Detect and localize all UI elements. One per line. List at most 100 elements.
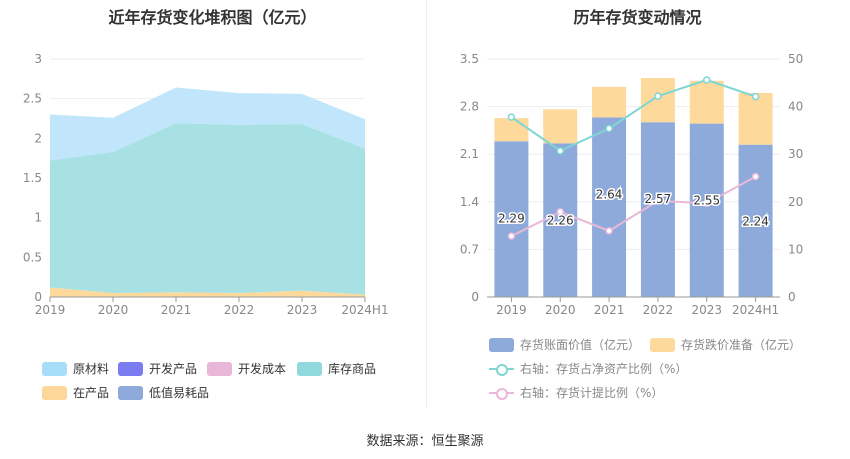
legend-label: 低值易耗品 xyxy=(149,386,210,400)
legend-label: 右轴：存货占净资产比例（%） xyxy=(520,362,688,376)
legend-swatch xyxy=(489,337,514,352)
right-y-right-tick-label: 40 xyxy=(788,100,803,114)
point-provision-ratio xyxy=(654,197,662,205)
area-原材料 xyxy=(50,87,365,161)
point-provision-ratio xyxy=(751,172,760,181)
left-x-tick-label: 2024H1 xyxy=(341,303,388,317)
left-y-tick-label: 3 xyxy=(34,52,42,66)
legend-item-left[interactable]: 开发产品 xyxy=(118,360,197,377)
point-inventory-to-net-assets xyxy=(654,92,662,100)
right-chart-title: 历年存货变动情况 xyxy=(573,8,702,27)
line-inventory-to-net-assets xyxy=(510,78,756,153)
legend-item-left[interactable]: 原材料 xyxy=(42,360,109,377)
right-x-tick-label: 2021 xyxy=(594,303,625,317)
legend-label: 存货跌价准备（亿元） xyxy=(681,338,802,352)
left-y-tick-label: 1.5 xyxy=(23,171,42,185)
point-inventory-to-net-assets xyxy=(703,76,711,84)
right-y-left-tick-label: 2.8 xyxy=(460,100,479,114)
right-y-left-tick-label: 3.5 xyxy=(460,52,479,66)
right-y-right-tick-label: 10 xyxy=(788,242,803,256)
legend-swatch xyxy=(118,361,143,376)
right-y-right-tick-label: 30 xyxy=(788,147,803,161)
bar-impairment-reserve xyxy=(738,93,773,145)
left-chart-title: 近年存货变化堆积图（亿元） xyxy=(108,8,317,27)
legend-label: 存货账面价值（亿元） xyxy=(520,338,641,352)
bar-data-label: 2.24 xyxy=(742,215,769,229)
right-x-tick-label: 2022 xyxy=(643,303,674,317)
left-y-tick-label: 0.5 xyxy=(23,250,42,264)
left-x-tick-label: 2022 xyxy=(224,303,255,317)
bar-impairment-reserve xyxy=(494,118,529,142)
legend-swatch xyxy=(489,386,514,400)
point-provision-ratio xyxy=(605,227,613,235)
point-provision-ratio xyxy=(507,232,516,240)
legend-label: 库存商品 xyxy=(328,362,377,376)
point-provision-ratio xyxy=(556,208,564,216)
bar-data-label: 2.64 xyxy=(596,187,623,201)
right-y-right-tick-label: 50 xyxy=(788,52,803,66)
left-x-tick-label: 2023 xyxy=(287,303,318,317)
left-x-tick-label: 2021 xyxy=(161,303,192,317)
bar-data-label: 2.55 xyxy=(693,194,720,208)
bar-data-label: 2.26 xyxy=(547,213,574,227)
panel-divider xyxy=(426,0,427,408)
bar-impairment-reserve xyxy=(640,78,675,123)
bar-impairment-reserve xyxy=(689,80,724,124)
left-y-tick-label: 2.5 xyxy=(23,92,42,106)
legend-swatch xyxy=(297,361,322,376)
right-x-tick-label: 2023 xyxy=(691,303,722,317)
legend-item-right[interactable]: 右轴：存货计提比例（%） xyxy=(489,384,663,401)
legend-label: 开发成本 xyxy=(238,362,287,376)
legend-label: 右轴：存货计提比例（%） xyxy=(520,386,664,400)
legend-item-left[interactable]: 在产品 xyxy=(42,384,109,401)
bar-impairment-reserve xyxy=(543,109,578,144)
left-y-tick-label: 0 xyxy=(34,290,42,304)
bar-data-label: 2.29 xyxy=(498,211,525,225)
bar-book-value xyxy=(689,123,724,297)
legend-swatch xyxy=(118,385,143,400)
line-provision-ratio xyxy=(510,175,757,237)
point-inventory-to-net-assets xyxy=(507,113,516,121)
bar-book-value xyxy=(738,144,773,297)
right-x-tick-label: 2024H1 xyxy=(732,303,779,317)
point-inventory-to-net-assets xyxy=(751,92,760,101)
left-x-tick-label: 2019 xyxy=(35,303,66,317)
right-x-tick-label: 2020 xyxy=(545,303,576,317)
legend-swatch xyxy=(42,361,67,376)
point-inventory-to-net-assets xyxy=(605,124,613,133)
legend-label: 在产品 xyxy=(73,386,110,400)
legend-item-left[interactable]: 库存商品 xyxy=(297,360,376,377)
bar-book-value xyxy=(543,143,578,297)
legend-swatch xyxy=(207,361,232,376)
area-在产品 xyxy=(50,287,365,297)
legend-item-left[interactable]: 低值易耗品 xyxy=(118,384,209,401)
right-y-right-tick-label: 0 xyxy=(788,290,796,304)
legend-label: 原材料 xyxy=(73,362,110,376)
left-y-tick-label: 1 xyxy=(34,211,42,225)
legend-item-right[interactable]: 存货账面价值（亿元） xyxy=(489,336,640,353)
right-y-left-tick-label: 2.1 xyxy=(460,147,479,161)
bar-data-label: 2.57 xyxy=(645,192,672,206)
legend-swatch xyxy=(489,362,514,376)
right-y-left-tick-label: 0 xyxy=(471,290,479,304)
legend-item-left[interactable]: 开发成本 xyxy=(207,360,286,377)
data-source-note: 数据来源：恒生聚源 xyxy=(366,434,484,449)
left-y-tick-label: 2 xyxy=(34,131,42,145)
legend-label: 开发产品 xyxy=(149,362,198,376)
legend-item-right[interactable]: 存货跌价准备（亿元） xyxy=(650,336,801,353)
legend-swatch xyxy=(650,337,675,352)
right-y-right-tick-label: 20 xyxy=(788,195,803,209)
bar-impairment-reserve xyxy=(592,86,627,118)
right-y-left-tick-label: 0.7 xyxy=(460,242,479,256)
left-x-tick-label: 2020 xyxy=(98,303,129,317)
bar-book-value xyxy=(640,122,675,298)
legend-item-right[interactable]: 右轴：存货占净资产比例（%） xyxy=(489,360,687,377)
bar-book-value xyxy=(494,141,529,297)
point-inventory-to-net-assets xyxy=(556,147,564,155)
area-库存商品 xyxy=(50,123,365,295)
bar-book-value xyxy=(592,117,627,297)
point-provision-ratio xyxy=(703,199,711,207)
right-y-left-tick-label: 1.4 xyxy=(460,195,479,209)
legend-swatch xyxy=(42,385,67,400)
